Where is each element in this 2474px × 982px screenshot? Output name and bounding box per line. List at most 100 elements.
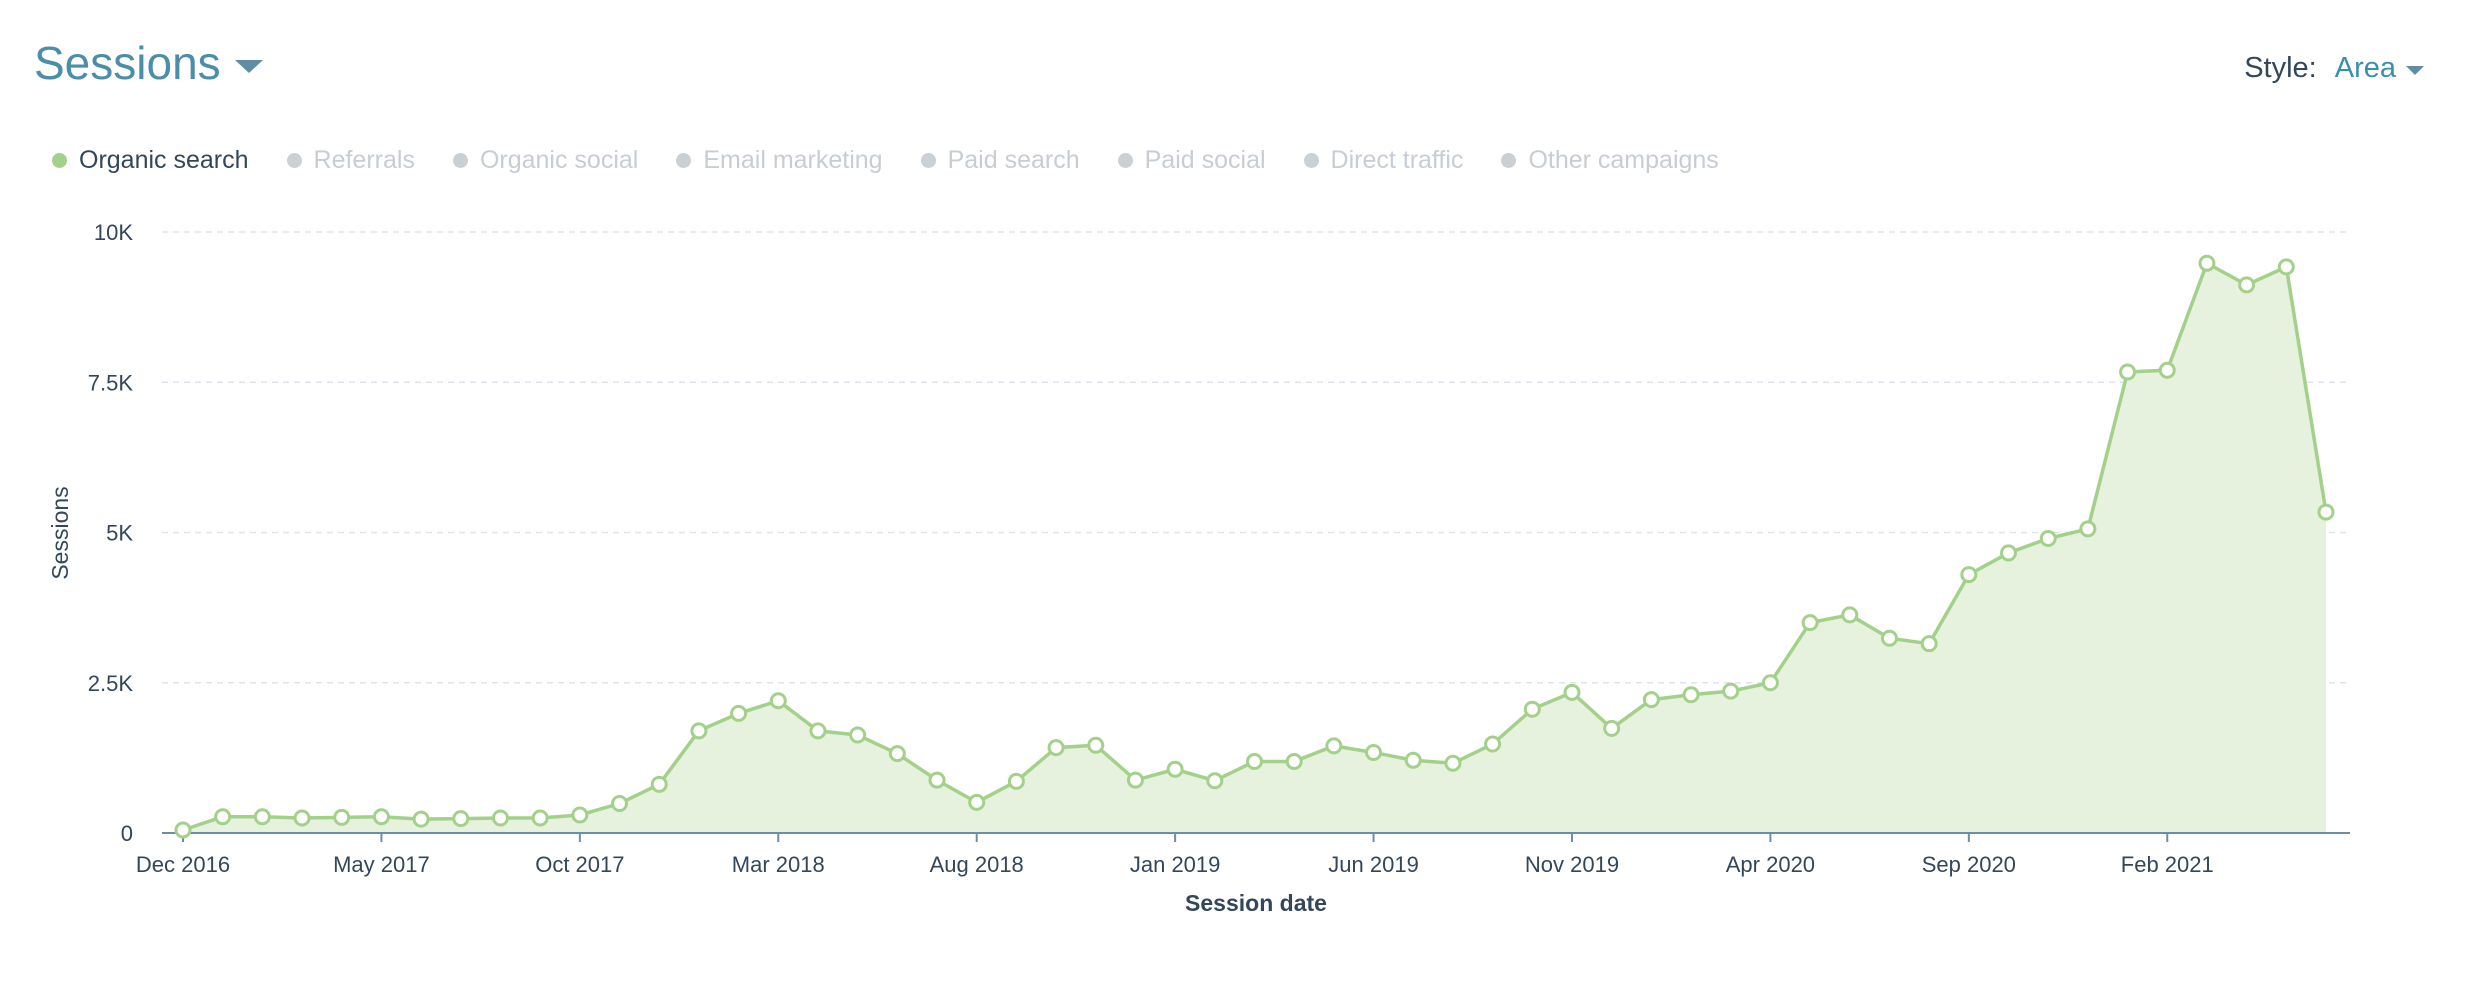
data-point [809, 722, 827, 740]
style-selector: Style: Area [2244, 52, 2424, 85]
legend-dot-icon [1117, 153, 1133, 168]
x-tick-label: Apr 2020 [1726, 852, 1815, 877]
x-tick-label: Jun 2019 [1328, 852, 1419, 877]
data-point [1880, 629, 1898, 647]
data-point [571, 806, 589, 824]
y-tick-label: 0 [121, 821, 133, 846]
y-tick-label: 2.5K [88, 671, 134, 696]
data-point [650, 775, 668, 793]
data-point [2079, 520, 2097, 538]
data-point [1206, 772, 1224, 790]
x-tick-label: Dec 2016 [136, 852, 230, 877]
style-label: Style: [2244, 52, 2317, 84]
data-point [2158, 361, 2176, 379]
data-point [1166, 760, 1184, 778]
x-tick-label: Nov 2019 [1525, 852, 1619, 877]
data-point [2238, 276, 2256, 294]
legend-label: Email marketing [703, 146, 883, 174]
x-tick-label: Jan 2019 [1130, 852, 1221, 877]
legend-dot-icon [1501, 153, 1517, 168]
legend-item-organic-social[interactable]: Organic social [452, 146, 639, 175]
legend-label: Direct traffic [1330, 146, 1464, 174]
data-point [968, 793, 986, 811]
data-point [1960, 566, 1978, 584]
legend-dot-icon [52, 153, 67, 168]
legend-label: Organic social [479, 146, 639, 174]
legend-dot-icon [452, 153, 468, 168]
data-point [1642, 691, 1660, 709]
data-point [1841, 606, 1859, 624]
legend-dot-icon [286, 153, 302, 168]
data-point [1801, 614, 1819, 632]
x-tick-label: Aug 2018 [930, 852, 1024, 877]
legend-dot-icon [676, 153, 692, 168]
data-point [1404, 751, 1422, 769]
legend-item-paid-social[interactable]: Paid social [1117, 146, 1266, 175]
data-point [1920, 635, 1938, 653]
y-tick-label: 5K [106, 521, 133, 546]
data-point [2039, 530, 2057, 548]
data-point [2317, 503, 2335, 521]
data-point [253, 808, 271, 826]
x-tick-label: Feb 2021 [2121, 852, 2214, 877]
chart-legend: Organic search Referrals Organic social Ema… [52, 146, 1757, 175]
x-tick-label: May 2017 [333, 852, 430, 877]
style-dropdown[interactable]: Area [2334, 52, 2396, 84]
area-fill [183, 263, 2326, 833]
legend-item-paid-search[interactable]: Paid search [920, 146, 1080, 175]
legend-label: Paid search [947, 146, 1080, 174]
y-tick-label: 7.5K [88, 370, 134, 395]
data-point [1285, 752, 1303, 770]
data-point [1603, 719, 1621, 737]
legend-item-other-campaigns[interactable]: Other campaigns [1501, 146, 1719, 175]
legend-item-referrals[interactable]: Referrals [286, 146, 415, 175]
x-tick-label: Oct 2017 [535, 852, 624, 877]
chart-header: Sessions [34, 36, 263, 90]
legend-dot-icon [920, 153, 936, 168]
data-point [1365, 743, 1383, 761]
data-point [2198, 254, 2216, 272]
data-point [730, 704, 748, 722]
data-point [531, 809, 549, 827]
data-point [690, 722, 708, 740]
legend-item-organic-search[interactable]: Organic search [52, 146, 249, 175]
data-point [1484, 735, 1502, 753]
data-point [1523, 700, 1541, 718]
data-point [1325, 737, 1343, 755]
data-point [888, 745, 906, 763]
style-dropdown-caret-icon[interactable] [2406, 65, 2424, 75]
title-dropdown-caret-icon[interactable] [234, 59, 263, 73]
data-point [452, 810, 470, 828]
data-point [174, 821, 192, 839]
data-point [1007, 772, 1025, 790]
data-point [214, 808, 232, 826]
legend-item-direct-traffic[interactable]: Direct traffic [1303, 146, 1464, 175]
data-point [333, 808, 351, 826]
data-point [849, 726, 867, 744]
data-point [1682, 686, 1700, 704]
data-point [928, 771, 946, 789]
data-point [2000, 544, 2018, 562]
data-point [1761, 674, 1779, 692]
data-point [1563, 683, 1581, 701]
data-point [1047, 739, 1065, 757]
data-point [372, 808, 390, 826]
legend-label: Other campaigns [1528, 146, 1719, 174]
legend-label: Paid social [1144, 146, 1266, 174]
y-tick-label: 10K [94, 220, 133, 245]
x-tick-label: Mar 2018 [732, 852, 825, 877]
legend-label: Organic search [79, 146, 249, 174]
data-point [2119, 363, 2137, 381]
data-point [491, 809, 509, 827]
x-axis-title: Session date [1185, 890, 1327, 916]
data-point [2277, 258, 2295, 276]
chart-title[interactable]: Sessions [34, 37, 221, 89]
legend-item-email-marketing[interactable]: Email marketing [676, 146, 883, 175]
data-point [769, 692, 787, 710]
data-point [1246, 752, 1263, 770]
x-tick-label: Sep 2020 [1922, 852, 2016, 877]
data-point [1444, 754, 1462, 772]
data-point [412, 810, 430, 828]
data-point [1722, 682, 1740, 700]
